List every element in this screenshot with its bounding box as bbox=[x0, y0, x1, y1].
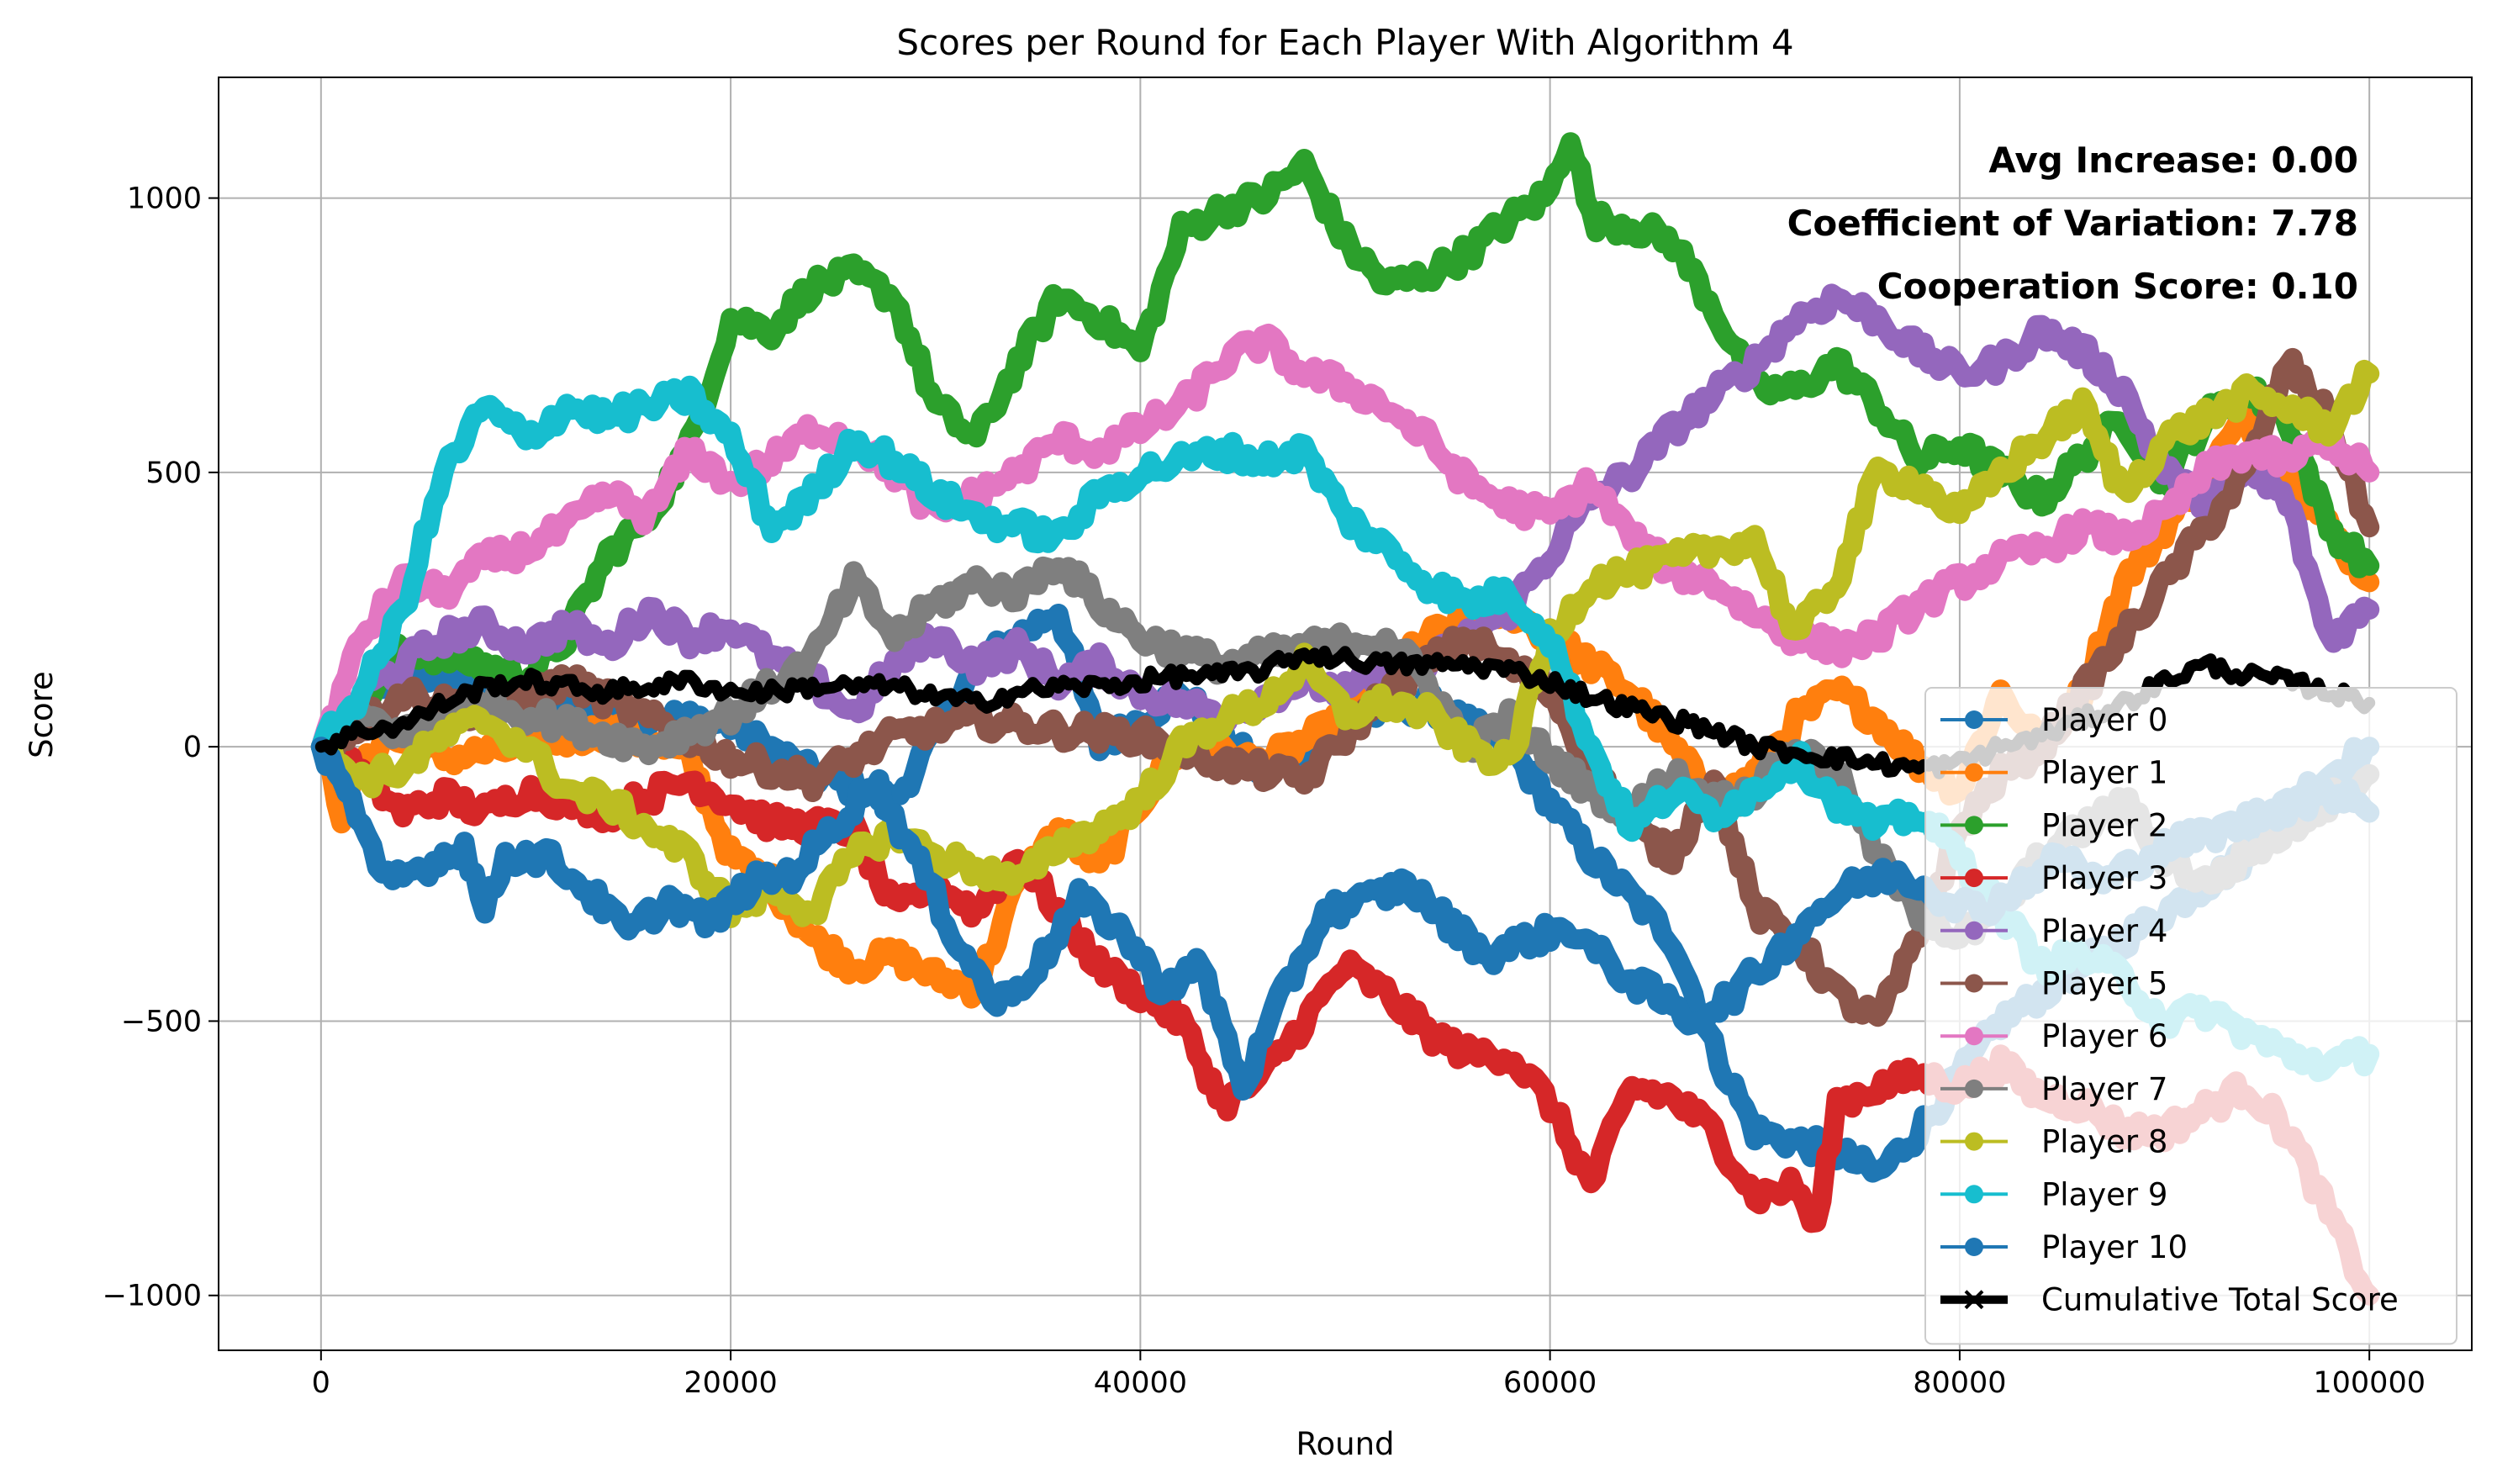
legend-item: Player 9 bbox=[1940, 1176, 2167, 1212]
legend-item: Player 10 bbox=[1940, 1229, 2188, 1265]
series-player-8 bbox=[310, 359, 2380, 928]
y-tick-label: −1000 bbox=[103, 1280, 202, 1313]
x-tick-label: 40000 bbox=[1094, 1366, 1187, 1400]
legend-label: Player 8 bbox=[2041, 1124, 2167, 1160]
annotation-text: Coefficient of Variation: 7.78 bbox=[1787, 203, 2358, 244]
legend-label: Player 4 bbox=[2041, 913, 2167, 949]
legend-marker bbox=[1965, 1185, 1983, 1204]
series-line bbox=[310, 359, 2380, 928]
x-tick-label: 20000 bbox=[684, 1366, 777, 1400]
legend-marker bbox=[1965, 763, 1983, 782]
annotation-text: Avg Increase: 0.00 bbox=[1988, 140, 2358, 181]
y-tick-label: 1000 bbox=[127, 182, 202, 216]
series-player-6 bbox=[310, 323, 2380, 758]
annotations: Avg Increase: 0.00 Coefficient of Variati… bbox=[1787, 140, 2358, 307]
series-line bbox=[310, 283, 2380, 758]
x-axis-ticks: 0 20000 40000 60000 80000 100000 bbox=[312, 1350, 2426, 1400]
y-tick-label: −500 bbox=[121, 1005, 202, 1038]
chart-title: Scores per Round for Each Player With Al… bbox=[896, 22, 1793, 63]
x-tick-label: 60000 bbox=[1503, 1366, 1597, 1400]
legend-item: Cumulative Total Score bbox=[1940, 1282, 2399, 1318]
legend-marker bbox=[1965, 869, 1983, 888]
legend-box bbox=[1924, 687, 2457, 1345]
legend-marker bbox=[1965, 710, 1983, 729]
legend-item: Player 6 bbox=[1940, 1018, 2167, 1054]
legend-item: Player 2 bbox=[1940, 807, 2167, 843]
legend-item: Player 0 bbox=[1940, 702, 2167, 738]
legend-label: Player 7 bbox=[2041, 1071, 2167, 1107]
plot-frame bbox=[218, 77, 2473, 1351]
annotation-text: Cooperation Score: 0.10 bbox=[1877, 266, 2358, 307]
x-tick-label: 100000 bbox=[2313, 1366, 2426, 1400]
legend: Player 0 Player 1 Player 2 Player 3 Player 4… bbox=[1924, 687, 2457, 1345]
legend-label: Player 0 bbox=[2041, 702, 2167, 738]
legend-marker bbox=[1965, 1238, 1983, 1256]
legend-item: Player 7 bbox=[1940, 1071, 2167, 1107]
series-player-4 bbox=[310, 283, 2380, 758]
legend-marker bbox=[1965, 974, 1983, 993]
legend-marker bbox=[1965, 816, 1983, 835]
y-tick-label: 500 bbox=[145, 457, 202, 490]
x-axis-label: Round bbox=[1296, 1426, 1394, 1462]
legend-item: Player 5 bbox=[1940, 966, 2167, 1002]
legend-marker bbox=[1965, 1079, 1983, 1098]
legend-item: Player 8 bbox=[1940, 1124, 2167, 1160]
legend-label: Player 6 bbox=[2041, 1018, 2167, 1054]
legend-label: Player 1 bbox=[2041, 755, 2167, 791]
legend-label: Cumulative Total Score bbox=[2041, 1282, 2399, 1318]
y-axis-ticks: −1000 −500 0 500 1000 bbox=[103, 182, 219, 1313]
series-line bbox=[310, 323, 2380, 758]
legend-item: Player 1 bbox=[1940, 755, 2167, 791]
legend-label: Player 5 bbox=[2041, 966, 2167, 1002]
legend-marker bbox=[1964, 1290, 1984, 1310]
legend-item: Player 4 bbox=[1940, 913, 2167, 949]
legend-label: Player 9 bbox=[2041, 1176, 2167, 1212]
x-tick-label: 0 bbox=[312, 1366, 330, 1400]
legend-label: Player 2 bbox=[2041, 807, 2167, 843]
legend-label: Player 3 bbox=[2041, 860, 2167, 896]
x-tick-label: 80000 bbox=[1913, 1366, 2006, 1400]
y-tick-label: 0 bbox=[183, 731, 202, 764]
legend-marker bbox=[1965, 1132, 1983, 1151]
y-axis-label: Score bbox=[24, 671, 60, 758]
legend-marker bbox=[1965, 1027, 1983, 1046]
legend-marker bbox=[1965, 921, 1983, 940]
legend-label: Player 10 bbox=[2041, 1229, 2188, 1265]
legend-item: Player 3 bbox=[1940, 860, 2167, 896]
